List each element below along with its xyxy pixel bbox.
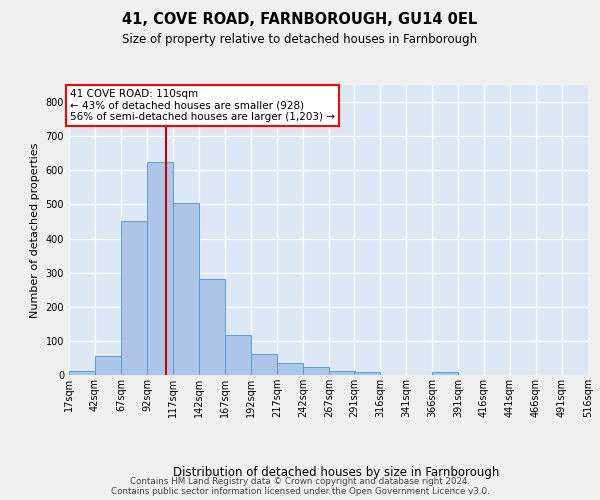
Text: Contains public sector information licensed under the Open Government Licence v3: Contains public sector information licen… [110,487,490,496]
Y-axis label: Number of detached properties: Number of detached properties [30,142,40,318]
Bar [329,371,355,375]
Bar [95,356,121,375]
Bar [433,372,458,375]
Bar [355,372,380,375]
Bar [304,368,329,375]
Text: Size of property relative to detached houses in Farnborough: Size of property relative to detached ho… [122,32,478,46]
Bar [173,202,199,375]
Bar [277,363,302,375]
Text: Contains HM Land Registry data © Crown copyright and database right 2024.: Contains HM Land Registry data © Crown c… [130,477,470,486]
Bar [148,162,173,375]
Text: Distribution of detached houses by size in Farnborough: Distribution of detached houses by size … [173,466,499,479]
Bar [226,334,251,375]
Text: 41 COVE ROAD: 110sqm
← 43% of detached houses are smaller (928)
56% of semi-deta: 41 COVE ROAD: 110sqm ← 43% of detached h… [70,89,335,122]
Bar [121,222,146,375]
Text: 41, COVE ROAD, FARNBOROUGH, GU14 0EL: 41, COVE ROAD, FARNBOROUGH, GU14 0EL [122,12,478,28]
Bar [70,371,95,375]
Bar [251,354,277,375]
Bar [199,280,224,375]
